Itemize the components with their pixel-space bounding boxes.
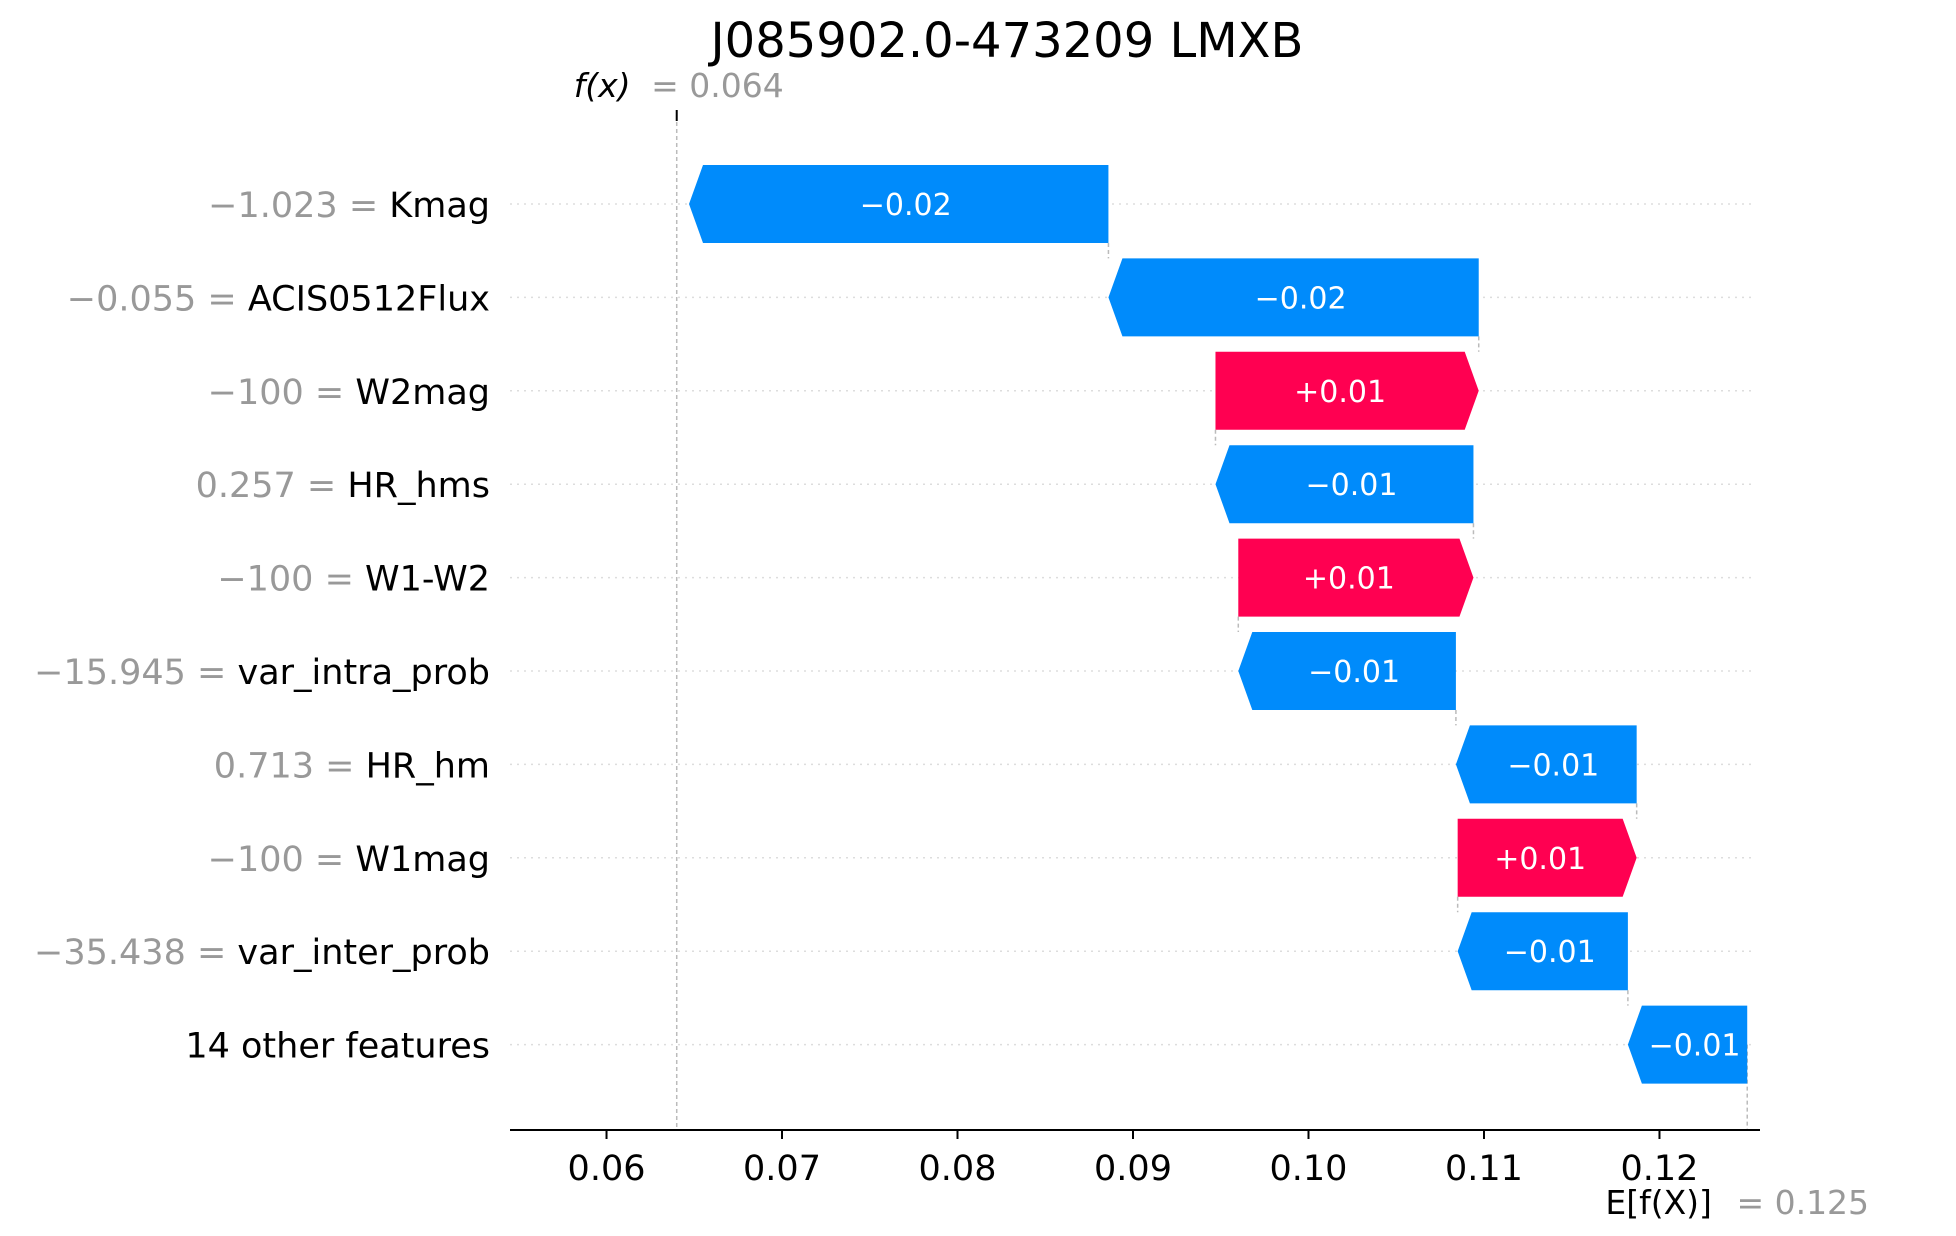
chart-title: J085902.0-473209 LMXB xyxy=(708,13,1304,69)
x-tick-label: 0.09 xyxy=(1094,1149,1172,1189)
bar-value-label: +0.01 xyxy=(1303,562,1395,597)
feature-label: −0.055 = ACIS0512Flux xyxy=(67,279,490,319)
feature-value: −0.055 = xyxy=(67,279,248,319)
bar-value-label: −0.01 xyxy=(1308,655,1400,690)
feature-name: var_intra_prob xyxy=(238,653,491,693)
bar-value-label: −0.02 xyxy=(860,188,952,223)
feature-value: −35.438 = xyxy=(34,933,237,973)
bar-kmag xyxy=(689,165,1109,243)
feature-value: 0.257 = xyxy=(196,466,348,506)
efx-annotation: E[f(X)] = 0.125 xyxy=(1605,1183,1869,1222)
feature-value: −1.023 = xyxy=(208,186,389,226)
feature-label: −35.438 = var_inter_prob xyxy=(34,933,490,973)
bar-value-label: −0.01 xyxy=(1306,468,1398,503)
efx-symbol: E[f(X)] xyxy=(1605,1183,1712,1222)
bar-value-label: −0.01 xyxy=(1504,935,1596,970)
bar-value-label: −0.01 xyxy=(1649,1029,1741,1064)
feature-name: HR_hm xyxy=(366,746,490,786)
bar-14-other-features xyxy=(1627,1005,1748,1084)
feature-value: −100 = xyxy=(208,373,356,413)
feature-value: −15.945 = xyxy=(34,653,237,693)
bar-hr-hm xyxy=(1455,725,1637,804)
x-tick-label: 0.07 xyxy=(743,1149,821,1189)
bar-hr-hms xyxy=(1215,445,1474,524)
feature-name: W1-W2 xyxy=(365,560,490,600)
feature-label: −100 = W1-W2 xyxy=(217,560,490,600)
feature-name: HR_hms xyxy=(347,466,490,506)
feature-label: 0.713 = HR_hm xyxy=(214,746,490,786)
bar-w2mag xyxy=(1215,351,1479,430)
feature-label: −100 = W1mag xyxy=(208,840,490,880)
bar-value-label: +0.01 xyxy=(1494,842,1586,877)
feature-name: W2mag xyxy=(355,373,490,413)
x-tick-label: 0.10 xyxy=(1270,1149,1348,1189)
x-tick-label: 0.08 xyxy=(919,1149,997,1189)
feature-label: −100 = W2mag xyxy=(208,373,490,413)
feature-value: 0.713 = xyxy=(214,746,366,786)
efx-value: = 0.125 xyxy=(1736,1183,1869,1222)
feature-label: −15.945 = var_intra_prob xyxy=(34,653,490,693)
bar-var-inter-prob xyxy=(1457,912,1628,991)
bar-value-label: +0.01 xyxy=(1294,375,1386,410)
feature-label: 14 other features xyxy=(185,1027,490,1067)
x-axis: 0.06 0.07 0.08 0.09 0.10 0.11 0.12 xyxy=(510,1129,1760,1189)
feature-label: 0.257 = HR_hms xyxy=(196,466,490,506)
fx-symbol: f(x) xyxy=(574,66,631,105)
feature-name: 14 other features xyxy=(185,1027,490,1067)
feature-value: −100 = xyxy=(217,560,365,600)
feature-value: −100 = xyxy=(208,840,356,880)
feature-name: var_inter_prob xyxy=(237,933,490,973)
feature-name: ACIS0512Flux xyxy=(248,279,490,319)
fx-annotation: f(x) = 0.064 xyxy=(574,66,784,121)
bar-value-label: −0.02 xyxy=(1255,281,1347,316)
x-tick-label: 0.11 xyxy=(1445,1149,1523,1189)
x-ticks: 0.06 0.07 0.08 0.09 0.10 0.11 0.12 xyxy=(568,1130,1699,1189)
bar-var-intra-prob xyxy=(1238,632,1456,710)
fx-label: f(x) = 0.064 xyxy=(574,66,784,105)
contribution-bars: −0.02 −0.02 +0.01 −0.01 +0.01 −0.01 −0.01 +0.01… xyxy=(689,165,1748,1084)
x-tick-label: 0.06 xyxy=(568,1149,646,1189)
bar-w1mag xyxy=(1457,818,1637,897)
bar-acis0512flux xyxy=(1108,258,1479,337)
fx-value: = 0.064 xyxy=(651,66,784,105)
x-tick-label: 0.12 xyxy=(1621,1149,1699,1189)
efx-label: E[f(X)] = 0.125 xyxy=(1605,1183,1869,1222)
bar-w1-w2 xyxy=(1238,538,1474,617)
feature-name: W1mag xyxy=(355,840,490,880)
feature-label: −1.023 = Kmag xyxy=(208,186,490,226)
feature-labels: −1.023 = Kmag −0.055 = ACIS0512Flux −100 =… xyxy=(34,186,490,1067)
feature-name: Kmag xyxy=(389,186,490,226)
bar-value-label: −0.01 xyxy=(1507,748,1599,783)
